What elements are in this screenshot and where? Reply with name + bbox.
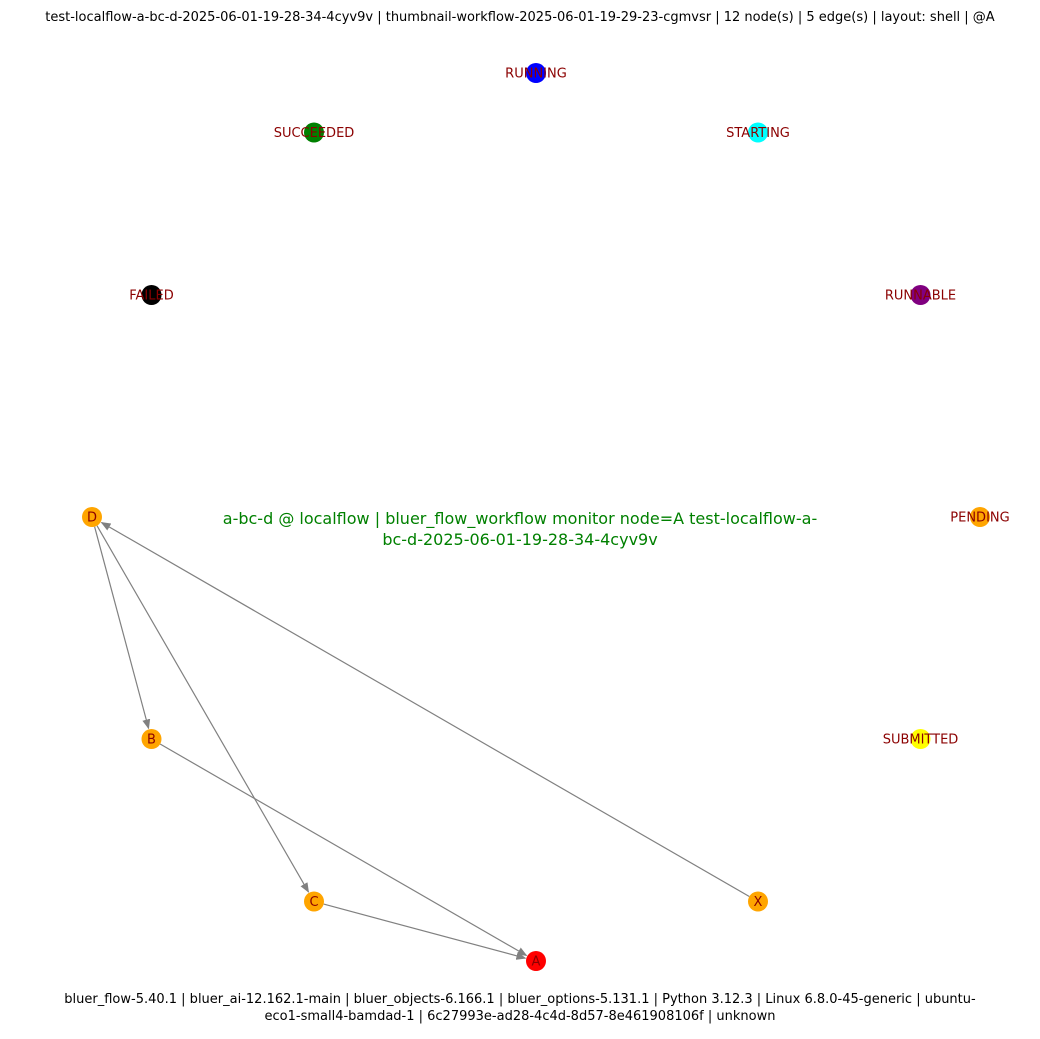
node-d-label: D <box>87 511 97 526</box>
node-c-label: C <box>309 895 318 910</box>
diagram-caption-line-2: bc-d-2025-06-01-19-28-34-4cyv9v <box>382 530 657 549</box>
node-running-label: RUNNING <box>505 67 567 82</box>
footer-line-1: bluer_flow-5.40.1 | bluer_ai-12.162.1-ma… <box>64 992 976 1007</box>
node-runnable: RUNNABLE <box>885 285 956 305</box>
edge-d-to-c <box>96 525 310 893</box>
node-running-marker <box>526 63 546 83</box>
node-failed-marker <box>141 285 162 305</box>
node-x-marker <box>748 891 768 912</box>
nodes-layer: RUNNING STARTING RUNNABLE PENDING SUBMITTED X… <box>82 63 1010 971</box>
node-failed: FAILED <box>129 285 174 305</box>
node-submitted: SUBMITTED <box>883 729 959 749</box>
node-pending: PENDING <box>950 507 1010 527</box>
node-submitted-label: SUBMITTED <box>883 733 959 748</box>
diagram-caption-line-1: a-bc-d @ localflow | bluer_flow_workflow… <box>223 509 817 529</box>
node-c-marker <box>304 891 324 912</box>
node-b: B <box>141 729 162 749</box>
diagram-title: test-localflow-a-bc-d-2025-06-01-19-28-3… <box>45 10 995 25</box>
node-a: A <box>526 951 546 971</box>
node-starting-marker <box>748 122 768 143</box>
edge-b-to-a <box>159 743 528 957</box>
edges-layer <box>94 521 750 960</box>
node-starting: STARTING <box>726 122 790 143</box>
node-d-marker <box>82 507 102 527</box>
footer-line-2: eco1-small4-bamdad-1 | 6c27993e-ad28-4c4… <box>265 1009 776 1024</box>
node-pending-label: PENDING <box>950 511 1009 526</box>
node-succeeded-marker <box>304 122 324 143</box>
node-d: D <box>82 507 102 527</box>
edge-c-to-a <box>323 903 527 960</box>
node-x: X <box>748 891 768 912</box>
node-x-label: X <box>754 895 763 910</box>
node-starting-label: STARTING <box>726 126 790 141</box>
node-a-marker <box>526 951 546 971</box>
node-failed-label: FAILED <box>129 289 173 304</box>
node-submitted-marker <box>910 729 931 749</box>
node-b-marker <box>141 729 162 749</box>
node-runnable-marker <box>910 285 931 305</box>
node-running: RUNNING <box>505 63 567 83</box>
edge-d-to-b <box>94 526 151 730</box>
node-c: C <box>304 891 324 912</box>
node-a-label: A <box>532 955 541 970</box>
node-succeeded-label: SUCCEEDED <box>274 126 355 141</box>
node-runnable-label: RUNNABLE <box>885 289 956 304</box>
node-pending-marker <box>970 507 990 527</box>
node-b-label: B <box>147 733 156 748</box>
node-succeeded: SUCCEEDED <box>274 122 355 143</box>
edge-x-to-d <box>100 521 750 898</box>
